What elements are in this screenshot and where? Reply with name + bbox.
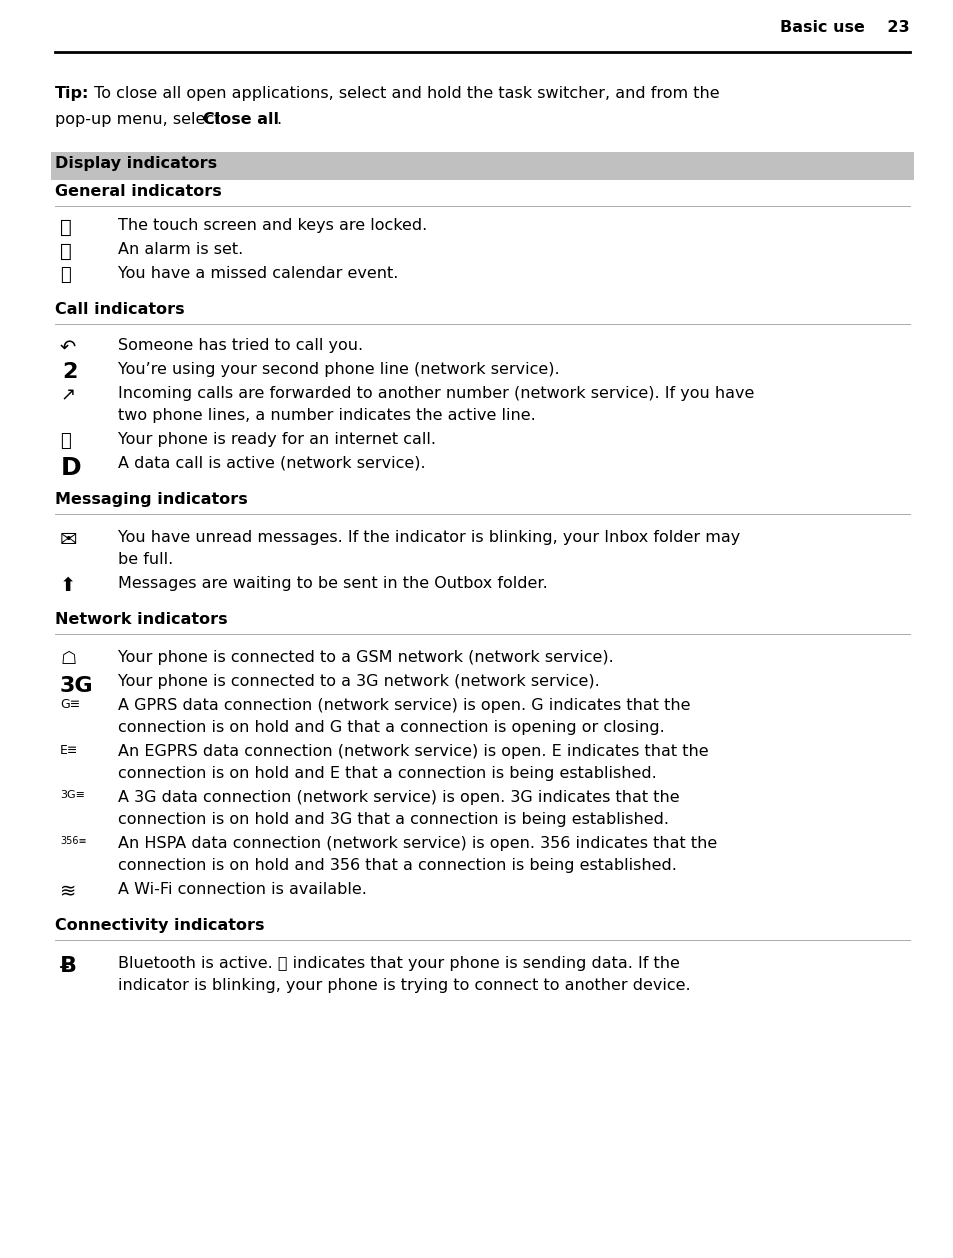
Text: 🔔: 🔔 xyxy=(60,242,71,260)
Text: 3G: 3G xyxy=(60,676,93,696)
Text: Messages are waiting to be sent in the Outbox folder.: Messages are waiting to be sent in the O… xyxy=(118,576,547,591)
Text: An HSPA data connection (network service) is open. 356 indicates that the: An HSPA data connection (network service… xyxy=(118,837,717,850)
Text: 2: 2 xyxy=(62,362,77,382)
Text: Tip:: Tip: xyxy=(55,86,90,101)
Text: connection is on hold and E that a connection is being established.: connection is on hold and E that a conne… xyxy=(118,766,656,781)
Text: ≋: ≋ xyxy=(60,882,76,901)
Text: 3G≡: 3G≡ xyxy=(60,790,85,800)
Text: Display indicators: Display indicators xyxy=(55,156,217,171)
Text: ⬆: ⬆ xyxy=(60,576,76,595)
Text: The touch screen and keys are locked.: The touch screen and keys are locked. xyxy=(118,218,427,233)
Text: E≡: E≡ xyxy=(60,743,78,757)
Text: ✉: ✉ xyxy=(60,530,77,550)
Text: connection is on hold and 356 that a connection is being established.: connection is on hold and 356 that a con… xyxy=(118,858,677,873)
Text: Basic use    23: Basic use 23 xyxy=(780,20,909,35)
Text: An alarm is set.: An alarm is set. xyxy=(118,242,243,257)
Text: Close all: Close all xyxy=(203,112,278,127)
Text: Connectivity indicators: Connectivity indicators xyxy=(55,918,264,933)
Text: pop-up menu, select: pop-up menu, select xyxy=(55,112,225,127)
Text: Your phone is connected to a 3G network (network service).: Your phone is connected to a 3G network … xyxy=(118,674,599,689)
Text: D: D xyxy=(61,455,82,481)
Text: indicator is blinking, your phone is trying to connect to another device.: indicator is blinking, your phone is try… xyxy=(118,977,690,993)
Text: ☖: ☖ xyxy=(60,650,76,668)
Text: Call indicators: Call indicators xyxy=(55,302,185,317)
Text: ↶: ↶ xyxy=(60,338,76,357)
Text: Network indicators: Network indicators xyxy=(55,611,228,626)
Text: To close all open applications, select and hold the task switcher, and from the: To close all open applications, select a… xyxy=(89,86,719,101)
Text: Ƀ: Ƀ xyxy=(60,956,77,976)
Text: A 3G data connection (network service) is open. 3G indicates that the: A 3G data connection (network service) i… xyxy=(118,790,679,805)
Text: 🔑: 🔑 xyxy=(60,218,71,237)
Text: A data call is active (network service).: A data call is active (network service). xyxy=(118,455,425,470)
Text: .: . xyxy=(275,112,281,127)
Text: Incoming calls are forwarded to another number (network service). If you have: Incoming calls are forwarded to another … xyxy=(118,386,754,401)
Text: 🌐: 🌐 xyxy=(60,431,71,450)
Text: G≡: G≡ xyxy=(60,698,80,711)
Text: be full.: be full. xyxy=(118,552,173,567)
Text: A Wi-Fi connection is available.: A Wi-Fi connection is available. xyxy=(118,882,367,897)
Text: You’re using your second phone line (network service).: You’re using your second phone line (net… xyxy=(118,362,559,377)
Text: Messaging indicators: Messaging indicators xyxy=(55,492,248,507)
Bar xyxy=(51,152,913,180)
Text: Bluetooth is active. ₿ indicates that your phone is sending data. If the: Bluetooth is active. ₿ indicates that yo… xyxy=(118,956,679,971)
Text: 356≡: 356≡ xyxy=(60,837,87,845)
Text: connection is on hold and 3G that a connection is being established.: connection is on hold and 3G that a conn… xyxy=(118,811,668,827)
Text: General indicators: General indicators xyxy=(55,184,221,199)
Text: two phone lines, a number indicates the active line.: two phone lines, a number indicates the … xyxy=(118,408,536,423)
Text: ↗: ↗ xyxy=(60,386,75,404)
Text: You have unread messages. If the indicator is blinking, your Inbox folder may: You have unread messages. If the indicat… xyxy=(118,530,740,545)
Text: A GPRS data connection (network service) is open. G indicates that the: A GPRS data connection (network service)… xyxy=(118,698,690,713)
Text: You have a missed calendar event.: You have a missed calendar event. xyxy=(118,265,398,281)
Text: Your phone is ready for an internet call.: Your phone is ready for an internet call… xyxy=(118,431,436,447)
Text: Your phone is connected to a GSM network (network service).: Your phone is connected to a GSM network… xyxy=(118,650,613,665)
Text: An EGPRS data connection (network service) is open. E indicates that the: An EGPRS data connection (network servic… xyxy=(118,743,708,759)
Text: connection is on hold and G that a connection is opening or closing.: connection is on hold and G that a conne… xyxy=(118,720,664,735)
Text: Someone has tried to call you.: Someone has tried to call you. xyxy=(118,338,363,353)
Text: 📅: 📅 xyxy=(60,265,71,284)
